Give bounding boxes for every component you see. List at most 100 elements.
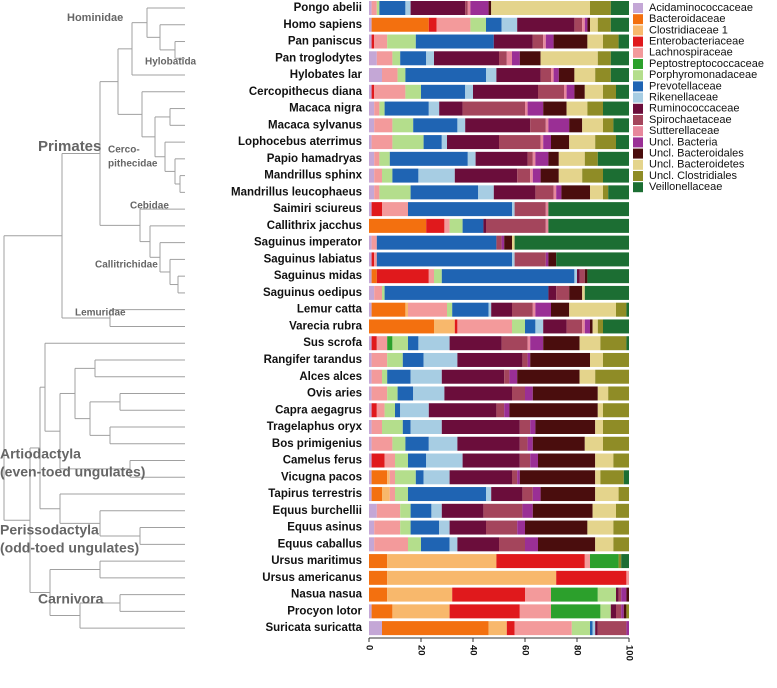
- bar-segment: [532, 302, 536, 317]
- species-label: Ovis aries: [307, 388, 362, 400]
- bar-segment: [473, 84, 538, 99]
- bar-segment: [553, 34, 588, 49]
- bar-segment: [590, 319, 593, 334]
- bar-segment: [384, 101, 429, 116]
- bar-segment: [439, 101, 463, 116]
- bar-segment: [597, 403, 603, 418]
- legend-swatch: [633, 14, 643, 25]
- clade-label: (even-toed ungulates): [0, 464, 145, 480]
- bar-segment: [597, 17, 611, 32]
- bar-segment: [374, 520, 401, 535]
- bar-segment: [486, 68, 497, 83]
- species-label: Capra aegagrus: [275, 404, 362, 416]
- species-label: Saguinus midas: [274, 270, 362, 282]
- bar-segment: [616, 604, 622, 619]
- bar-segment: [369, 621, 382, 636]
- bar-segment: [369, 336, 372, 351]
- clade-label: Lemuridae: [75, 308, 126, 319]
- bar-segment: [530, 420, 536, 434]
- legend-swatch: [633, 70, 643, 81]
- bar-segment: [623, 604, 627, 619]
- bar-segment: [595, 369, 629, 384]
- bar-segment: [434, 319, 455, 334]
- bar-segment: [376, 235, 497, 250]
- bar-segment: [462, 453, 520, 468]
- bar-segment: [447, 302, 453, 317]
- bar-segment: [405, 436, 429, 451]
- bar-segment: [600, 604, 611, 619]
- species-label: Camelus ferus: [283, 455, 362, 467]
- bar-segment: [382, 285, 385, 300]
- legend-swatch: [633, 81, 643, 92]
- bar-segment: [535, 185, 554, 200]
- bar-segment: [616, 503, 629, 518]
- bar-segment: [371, 235, 377, 250]
- bar-segment: [369, 218, 427, 233]
- bar-segment: [582, 319, 585, 334]
- bar-segment: [509, 369, 518, 384]
- species-label: Pan paniscus: [288, 36, 362, 48]
- bar-segment: [426, 218, 445, 233]
- bar-segment: [441, 269, 575, 284]
- bar-segment: [512, 302, 533, 317]
- bar-segment: [517, 520, 525, 535]
- bar-segment: [618, 34, 629, 49]
- bar-segment: [519, 470, 596, 485]
- bar-segment: [465, 1, 468, 15]
- bar-segment: [584, 285, 629, 300]
- bar-segment: [415, 470, 424, 485]
- bar-segment: [517, 168, 531, 183]
- bar-segment: [540, 135, 544, 150]
- bar-segment: [369, 487, 372, 502]
- bar-segment: [369, 436, 372, 451]
- bar-segment: [449, 218, 463, 233]
- bar-segment: [558, 168, 583, 183]
- bar-segment: [371, 84, 375, 99]
- species-label: Equus burchellii: [273, 505, 362, 517]
- bar-segment: [574, 68, 596, 83]
- clade-label: pithecidae: [108, 159, 158, 170]
- bar-segment: [384, 453, 395, 468]
- clade-label: Hominidae: [67, 12, 123, 24]
- bar-segment: [590, 554, 619, 569]
- species-label: Ursus americanus: [262, 572, 362, 584]
- bar-segment: [457, 319, 512, 334]
- bar-segment: [592, 319, 598, 334]
- bar-segment: [382, 621, 489, 636]
- legend-swatch: [633, 182, 643, 193]
- bar-segment: [395, 403, 401, 418]
- bar-segment: [418, 336, 450, 351]
- bar-segment: [543, 319, 567, 334]
- bar-segment: [423, 135, 442, 150]
- bar-segment: [371, 420, 382, 434]
- species-label: Bos primigenius: [272, 438, 362, 450]
- bar-segment: [621, 554, 629, 569]
- bar-segment: [597, 151, 629, 166]
- bar-segment: [374, 151, 380, 166]
- bar-segment: [369, 235, 372, 250]
- bar-segment: [382, 168, 393, 183]
- bar-segment: [376, 1, 380, 15]
- bar-segment: [538, 537, 596, 552]
- bar-segment: [369, 537, 375, 552]
- bar-segment: [369, 269, 372, 284]
- bar-segment: [374, 537, 408, 552]
- bar-segment: [514, 252, 546, 267]
- bar-segment: [551, 587, 598, 602]
- bar-segment: [613, 537, 629, 552]
- bar-segment: [506, 51, 512, 66]
- bar-segment: [402, 352, 424, 367]
- bar-segment: [597, 621, 627, 636]
- bar-segment: [371, 369, 382, 384]
- bar-segment: [501, 235, 505, 250]
- bar-segment: [579, 269, 585, 284]
- bar-segment: [434, 51, 499, 66]
- bar-segment: [501, 17, 518, 32]
- bar-segment: [408, 537, 421, 552]
- bar-segment: [616, 84, 629, 99]
- bar-segment: [616, 302, 627, 317]
- bar-segment: [410, 185, 479, 200]
- clade-label: Cebidae: [130, 201, 169, 212]
- bar-segment: [527, 101, 544, 116]
- bar-segment: [379, 101, 385, 116]
